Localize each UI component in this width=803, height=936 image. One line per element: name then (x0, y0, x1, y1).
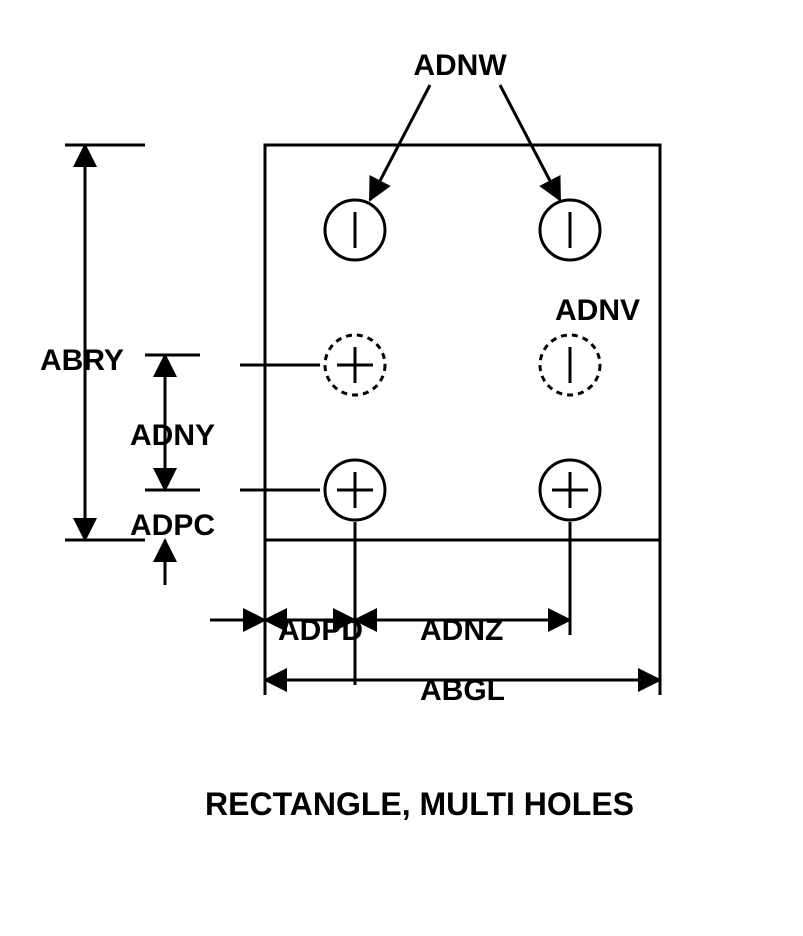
label-adnv: ADNV (555, 294, 640, 327)
label-adpd: ADPD (278, 614, 363, 647)
label-adnw: ADNW (413, 49, 507, 82)
label-adpc: ADPC (130, 509, 215, 542)
plate-outline (265, 145, 660, 540)
label-adnz: ADNZ (420, 614, 503, 647)
label-adny: ADNY (130, 419, 215, 452)
engineering-diagram: ADNW ADNV ABRY ADNY ADPC ADPD ADNZ ABGL RECTANGL… (0, 0, 803, 936)
label-abry: ABRY (40, 344, 124, 377)
label-abgl: ABGL (420, 674, 505, 707)
diagram-title: RECTANGLE, MULTI HOLES (205, 786, 634, 822)
